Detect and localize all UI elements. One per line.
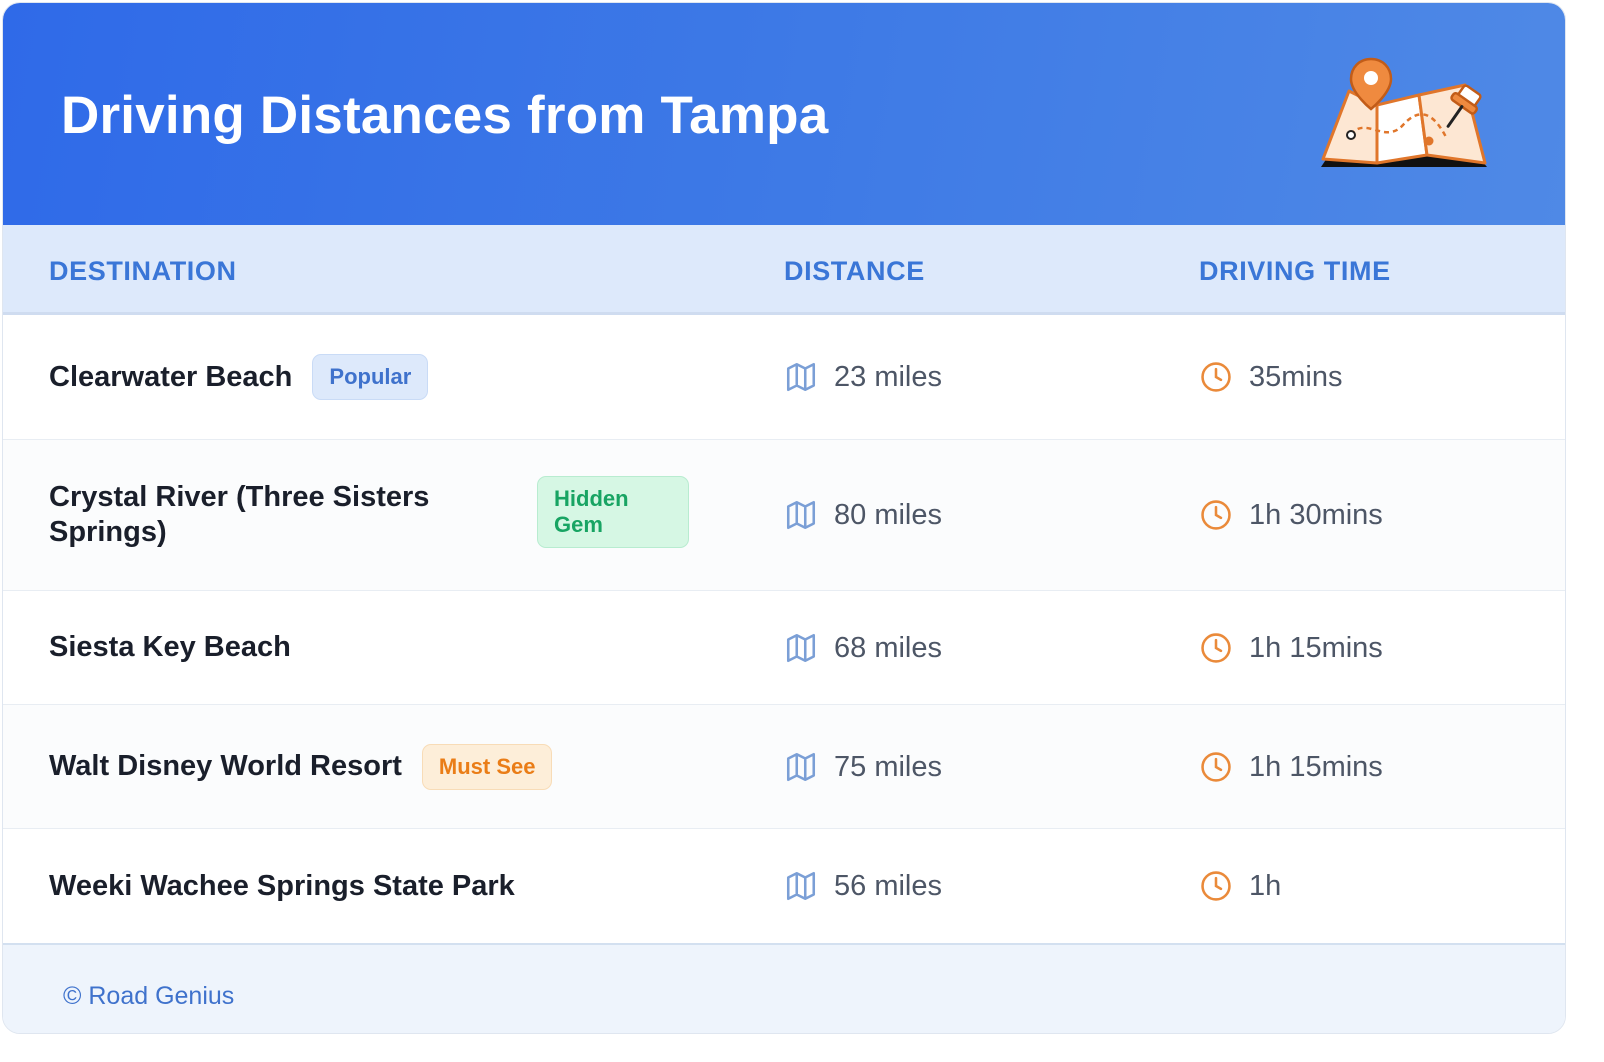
time-cell: 1h: [1199, 829, 1281, 943]
destination-name: Crystal River (Three Sisters Springs): [49, 481, 430, 548]
distance-cell: 68 miles: [784, 591, 942, 704]
destination-name: Walt Disney World Resort: [49, 750, 402, 782]
map-icon: [786, 752, 816, 781]
hidden-gem-badge: Hidden Gem: [537, 476, 689, 548]
clock-icon: [1201, 500, 1231, 530]
column-distance: DISTANCE: [784, 256, 925, 286]
column-destination: DESTINATION: [49, 256, 237, 286]
column-driving-time: DRIVING TIME: [1199, 256, 1391, 286]
destination-cell: Weeki Wachee Springs State Park: [49, 829, 515, 943]
time-value: 1h 30mins: [1249, 499, 1383, 531]
card-header: Driving Distances from Tampa: [3, 3, 1565, 225]
map-with-pins-icon: [1321, 57, 1487, 167]
popular-badge: Popular: [312, 354, 429, 400]
distance-value: 75 miles: [834, 750, 942, 783]
time-value: 1h: [1249, 870, 1282, 902]
map-icon: [786, 871, 816, 901]
destination-cell: Clearwater Beach Popular: [49, 315, 429, 439]
time-cell: 1h 30mins: [1199, 440, 1383, 590]
table-header: DESTINATION DISTANCE DRIVING TIME: [3, 225, 1565, 315]
distance-cell: 23 miles: [784, 315, 942, 439]
distance-cell: 80 miles: [784, 440, 942, 590]
map-icon: [786, 362, 816, 392]
distance-value: 23 miles: [834, 361, 942, 393]
must-see-badge: Must See: [421, 743, 553, 790]
distance-cell: 56 miles: [784, 829, 942, 943]
distance-value: 80 miles: [834, 499, 942, 531]
table-row: Walt Disney World Resort Must See 75 mil…: [3, 705, 1565, 829]
destination-cell: Crystal River (Three Sisters Springs) Hi…: [49, 440, 689, 590]
clock-icon: [1201, 362, 1231, 392]
time-cell: 1h 15mins: [1199, 591, 1383, 704]
map-icon: [786, 633, 816, 662]
time-value: 35mins: [1249, 361, 1343, 393]
clock-icon: [1201, 632, 1231, 663]
page-title: Driving Distances from Tampa: [61, 86, 829, 145]
footer-credit: © Road Genius: [63, 982, 235, 1010]
table-row: Siesta Key Beach 68 miles 1h 15mins: [3, 591, 1565, 705]
destination-name: Siesta Key Beach: [49, 631, 291, 663]
destination-cell: Siesta Key Beach: [49, 591, 291, 704]
time-cell: 1h 15mins: [1199, 705, 1383, 828]
table-row: Clearwater Beach Popular 23 miles 35mins: [3, 315, 1565, 440]
distance-cell: 75 miles: [784, 705, 942, 828]
clock-icon: [1201, 751, 1231, 782]
table-row: Weeki Wachee Springs State Park 56 miles…: [3, 829, 1565, 943]
table-row: Crystal River (Three Sisters Springs) Hi…: [3, 440, 1565, 591]
clock-icon: [1201, 871, 1231, 901]
destination-name: Clearwater Beach: [49, 360, 293, 393]
distance-value: 68 miles: [834, 631, 942, 664]
card-footer: © Road Genius: [3, 943, 1565, 1033]
time-value: 1h 15mins: [1249, 631, 1383, 664]
distance-value: 56 miles: [834, 870, 942, 902]
destination-name: Weeki Wachee Springs State Park: [49, 869, 515, 902]
time-value: 1h 15mins: [1249, 750, 1383, 783]
map-icon: [786, 500, 816, 530]
distance-table-card: Driving Distances from Tampa DESTINATION: [2, 2, 1566, 1034]
destination-cell: Walt Disney World Resort Must See: [49, 705, 553, 828]
time-cell: 35mins: [1199, 315, 1343, 439]
